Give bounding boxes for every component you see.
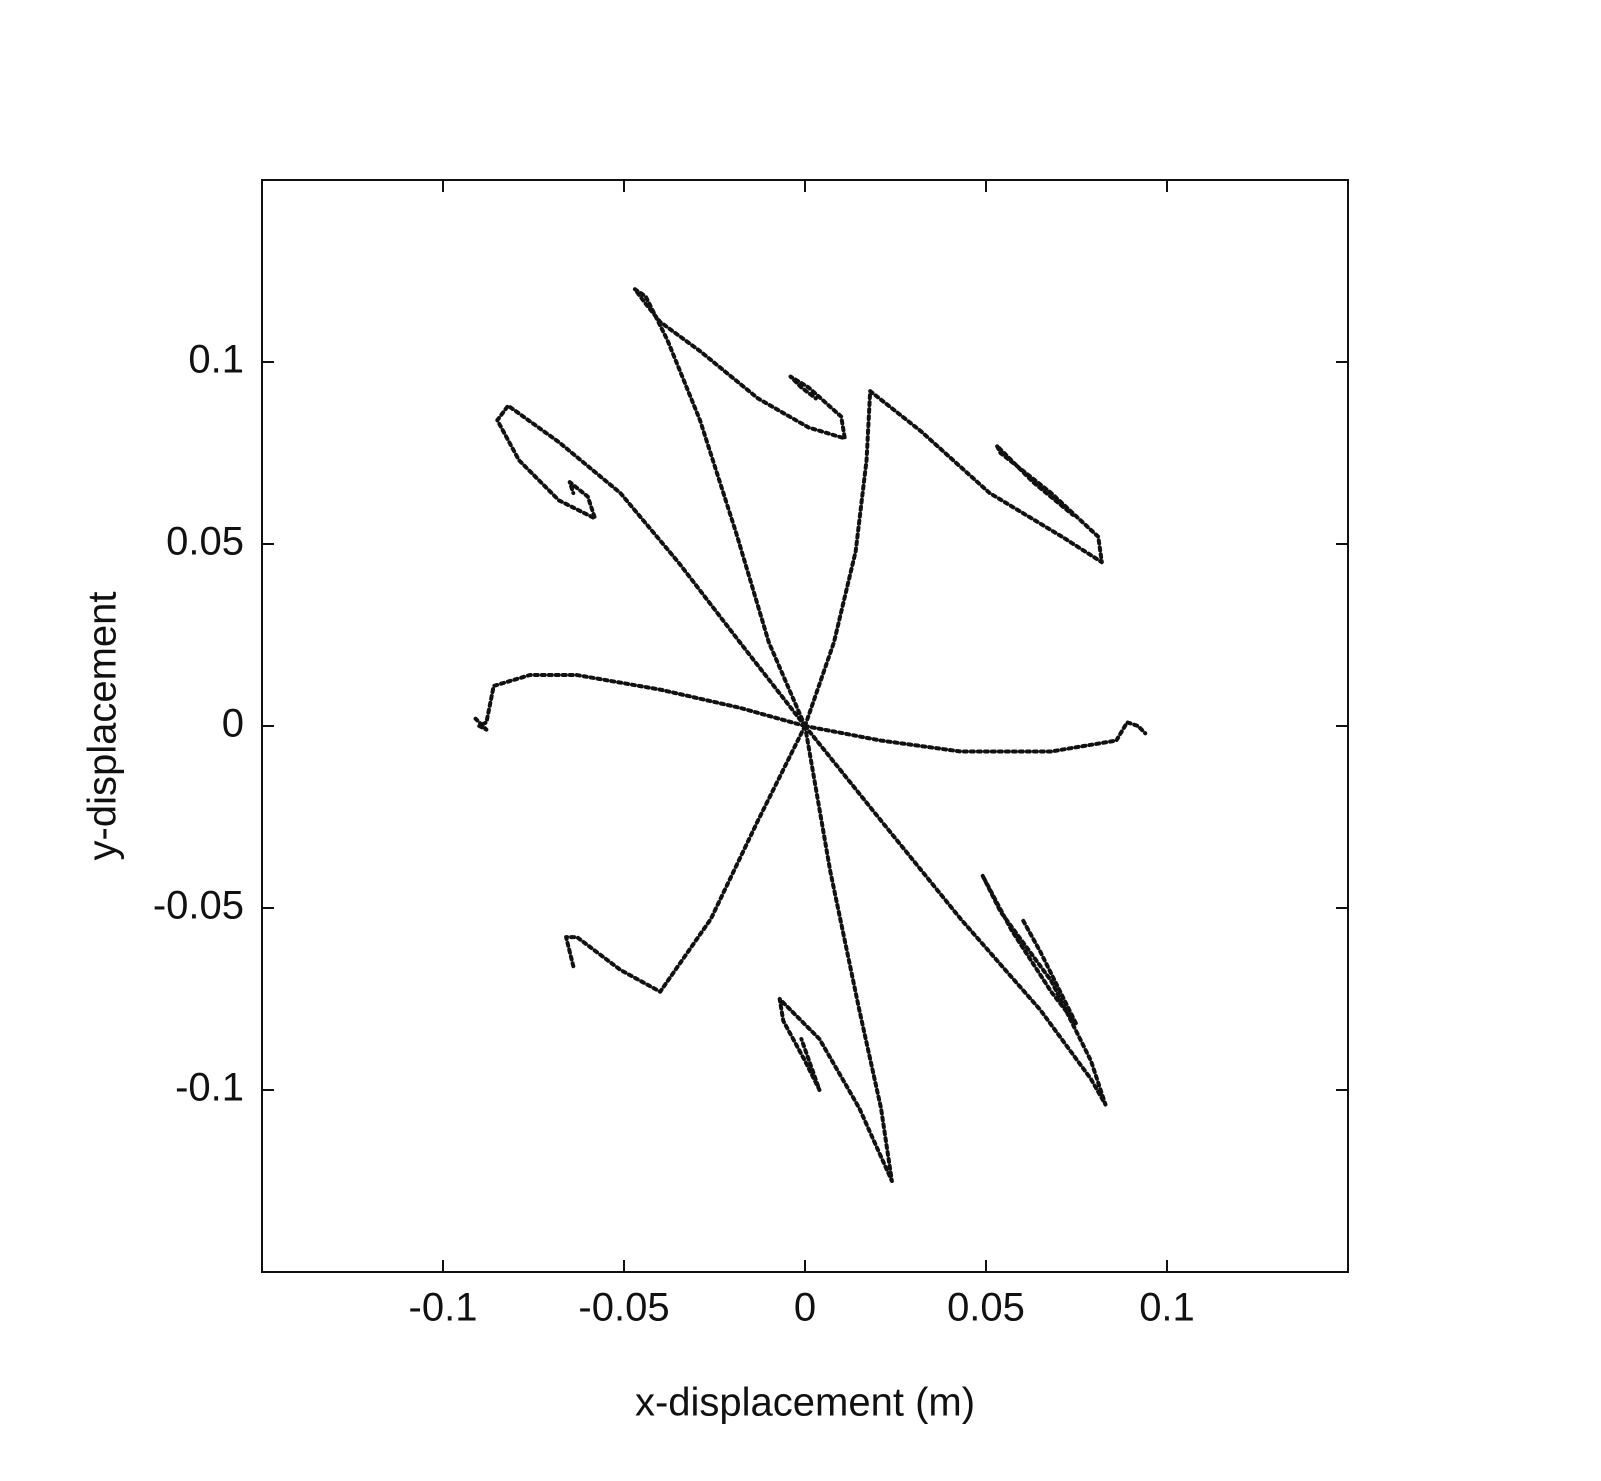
- trajectory: [803, 724, 1108, 1107]
- trajectory: [777, 724, 894, 1183]
- x-tick-label: -0.05: [578, 1286, 669, 1330]
- y-tick-label: -0.05: [153, 884, 244, 928]
- y-tick-label: 0.1: [188, 338, 244, 382]
- y-axis-title: y-displacement: [81, 591, 125, 860]
- x-axis-title: x-displacement (m): [635, 1381, 975, 1425]
- x-tick-label: 0.05: [947, 1286, 1025, 1330]
- trajectory: [495, 403, 807, 728]
- trajectory: [632, 287, 847, 728]
- trajectory: [564, 724, 807, 994]
- x-tick-label: 0.1: [1139, 1286, 1195, 1330]
- x-tick-label: -0.1: [409, 1286, 478, 1330]
- x-tick-label: 0: [794, 1286, 816, 1330]
- y-tick-label: 0.05: [166, 520, 244, 564]
- y-tick-label: 0: [222, 702, 244, 746]
- trajectory: [803, 389, 1104, 728]
- y-tick-label: -0.1: [175, 1066, 244, 1110]
- trajectory: [473, 673, 807, 732]
- trajectory: [803, 720, 1148, 754]
